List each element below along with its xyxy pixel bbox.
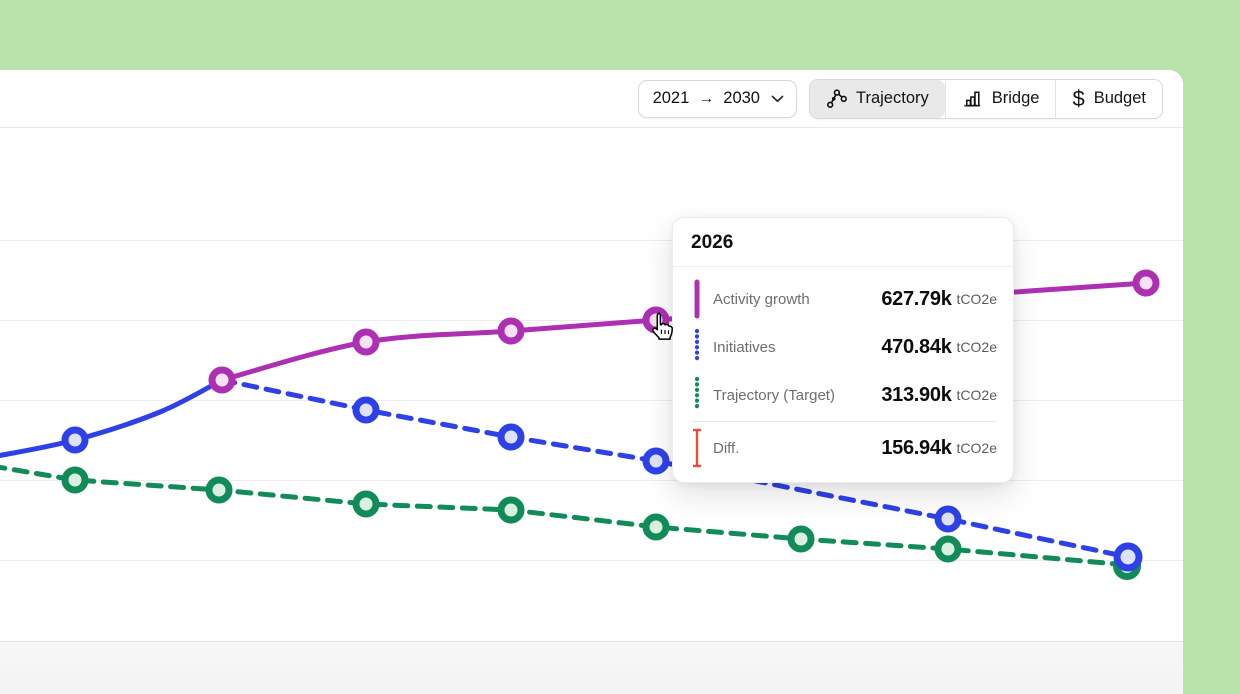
tooltip-row-label: Activity growth (713, 290, 810, 308)
chart-point[interactable] (642, 513, 670, 541)
chart-point[interactable] (934, 505, 962, 533)
chart-point[interactable] (352, 490, 380, 518)
chart-point[interactable] (642, 306, 670, 334)
chart-point[interactable] (352, 396, 380, 424)
tooltip-row-unit: tCO2e (956, 387, 997, 403)
initiatives-swatch (691, 327, 703, 367)
tab-budget-label: Budget (1093, 89, 1146, 107)
tooltip-divider (692, 421, 996, 422)
dollar-icon: $ (1072, 85, 1085, 111)
chevron-down-icon (771, 95, 784, 103)
tooltip-row-unit: tCO2e (956, 440, 997, 456)
tooltip-row-unit: tCO2e (956, 339, 997, 355)
activity-growth-swatch (691, 279, 703, 319)
tooltip-row-activity-growth: Activity growth 627.79k tCO2e (691, 275, 997, 323)
tooltip-row-unit: tCO2e (956, 291, 997, 307)
chart-point[interactable] (934, 535, 962, 563)
chart-point[interactable] (205, 476, 233, 504)
tab-bridge[interactable]: Bridge (944, 79, 1056, 118)
trajectory-target-swatch (691, 375, 703, 415)
tooltip-row-value: 627.79k (881, 287, 952, 310)
chart-point[interactable] (642, 447, 670, 475)
diff-range-swatch (691, 426, 703, 470)
chart-point[interactable] (1113, 542, 1143, 572)
chart-point[interactable] (787, 525, 815, 553)
range-end-label: 2030 (723, 89, 760, 107)
tab-bridge-label: Bridge (991, 89, 1040, 107)
range-start-label: 2021 (652, 89, 690, 107)
tab-budget[interactable]: $ Budget (1055, 79, 1162, 118)
chart-point[interactable] (352, 328, 380, 356)
date-range-selector[interactable]: 2021 → 2030 (637, 79, 797, 118)
tab-trajectory-label: Trajectory (856, 89, 929, 107)
tooltip-row-initiatives: Initiatives 470.84k tCO2e (691, 323, 997, 371)
chart-point[interactable] (61, 426, 89, 454)
tooltip-year-title: 2026 (673, 218, 1013, 267)
tooltip-row-label: Trajectory (Target) (713, 386, 835, 404)
tab-trajectory[interactable]: Trajectory (810, 79, 945, 118)
chart-point[interactable] (61, 466, 89, 494)
top-banner (0, 0, 1240, 70)
tooltip-row-value: 156.94k (881, 436, 952, 459)
chart-point[interactable] (497, 317, 525, 345)
chart-point[interactable] (208, 366, 236, 394)
chart-point[interactable] (1132, 269, 1160, 297)
footer-bar (0, 641, 1183, 694)
trajectory-icon (826, 88, 847, 109)
view-tab-group: Trajectory Bridge $ Budget (809, 78, 1163, 119)
tooltip-row-label: Initiatives (713, 338, 776, 356)
tooltip-row-trajectory-target: Trajectory (Target) 313.90k tCO2e (691, 371, 997, 419)
tooltip-row-label: Diff. (713, 439, 740, 457)
chart-toolbar: 2021 → 2030 Trajectory (0, 70, 1183, 128)
chart-tooltip: 2026 Activity growth 627.79k tCO2e Initi… (672, 217, 1014, 483)
tooltip-row-diff: Diff. 156.94k tCO2e (691, 422, 997, 474)
chart-point[interactable] (497, 423, 525, 451)
tooltip-row-value: 313.90k (881, 383, 952, 406)
chart-point[interactable] (497, 496, 525, 524)
bar-chart-icon (962, 88, 983, 109)
arrow-right-icon: → (698, 89, 715, 107)
tooltip-row-value: 470.84k (881, 335, 952, 358)
